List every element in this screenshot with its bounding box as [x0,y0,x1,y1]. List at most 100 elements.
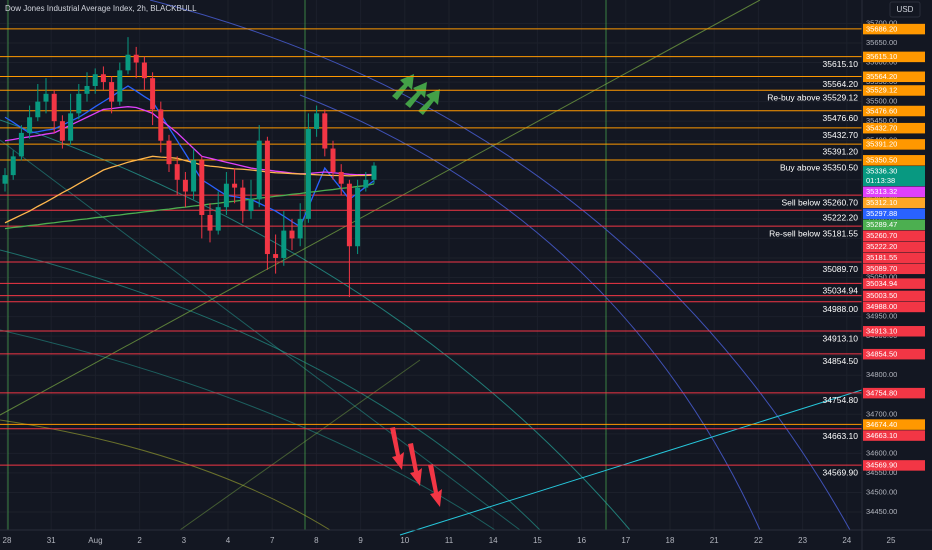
x-tick-label: 4 [226,536,231,545]
level-label: 34569.90 [823,467,859,477]
price-tag-label: 35297.88 [866,209,897,218]
candle-body [182,179,188,192]
arc [149,0,851,531]
candle-body [215,207,221,231]
candle-body [27,117,33,133]
price-tag [863,460,925,471]
candle-body [297,218,303,239]
candle-body [18,132,24,157]
candle-body [76,93,82,114]
level-label: Re-sell below 35181.55 [769,228,858,238]
price-tag-label: 35350.50 [866,156,897,165]
price-tag-label: 35615.10 [866,52,897,61]
price-tag-label: 34988.00 [866,302,897,311]
moving-average [4,85,375,228]
x-tick-label: 3 [182,536,187,545]
y-tick-label: 35700.00 [866,18,897,27]
arc [0,249,541,531]
trend-line [179,359,421,531]
price-tag [863,105,925,117]
candle-body [248,199,254,212]
level-label: 35391.20 [823,146,859,156]
candle-body [117,70,123,102]
price-tag-label: 35476.60 [866,106,897,115]
arrow [418,89,440,115]
price-tag [863,430,925,441]
price-tag [863,348,925,360]
level-label: 35089.70 [823,264,859,274]
candle-body [125,54,131,71]
candle-body [84,85,90,94]
candle-body [232,183,238,188]
x-tick-label: 8 [314,536,319,545]
candle-body [240,187,246,212]
x-tick-label: 17 [621,536,630,545]
price-tag [863,186,925,198]
price-tag [863,122,925,134]
x-tick-label: 11 [445,536,454,545]
level-label: Buy above 35350.50 [780,162,858,172]
price-tag [863,23,925,35]
price-tag-label: 35289.47 [866,220,897,229]
candle-body [314,113,320,129]
level-label: Sell below 35260.70 [781,197,858,207]
currency-box[interactable] [889,1,921,18]
price-tag [863,290,925,302]
price-tag [863,387,925,399]
price-tag-label: 35391.20 [866,140,897,149]
trend-line [0,0,761,416]
level-label: 34988.00 [823,304,859,314]
levels: 35615.10 35564.20 Re-buy above 35529.12 354… [0,28,862,477]
candle-body [355,187,361,247]
x-tick-label: 28 [3,536,12,545]
price-tag [863,197,925,209]
candle-body [330,148,336,172]
arrow [405,82,427,108]
price-tag [863,219,925,231]
x-tick-label: 14 [489,536,498,545]
candle-body [322,113,328,149]
price-tag [863,166,925,187]
currency: USD [897,5,914,14]
y-tick-label: 35650.00 [866,38,897,47]
countdown: 01:13:38 [866,176,895,185]
price-tag-label: 35181.55 [866,253,897,262]
x-tick-label: Aug [88,536,102,545]
y-tick-label: 34800.00 [866,370,897,379]
price-tag-label: 35313.32 [866,187,897,196]
candle-body [51,93,57,122]
price-tag [863,155,925,166]
candle-body [207,214,213,231]
candle-body [68,113,74,141]
y-tick-label: 34450.00 [866,507,897,516]
candle-body [166,140,172,165]
price-tag [863,252,925,264]
price-tag-label: 35034.94 [866,279,897,288]
arrow [390,427,404,470]
candle-body [158,109,164,141]
y-tick-label: 35500.00 [866,97,897,106]
price-tag-label: 35222.20 [866,242,897,251]
candle-body [35,101,41,118]
level-label: 34663.10 [823,431,859,441]
candle-body [273,254,279,258]
price-tag [863,51,925,63]
candle-body [191,160,197,192]
trend-line [399,377,901,536]
price-tag-label: 34674.40 [866,420,897,429]
candle-body [281,230,287,258]
price-tag [863,71,925,83]
candle-body [92,74,98,86]
up-arrows [392,74,440,115]
x-tick-label: 22 [754,536,763,545]
y-tick-label: 34700.00 [866,409,897,418]
down-arrows [390,427,442,507]
moving-average [4,183,375,230]
x-tick-label: 25 [887,536,896,545]
arrow [392,74,414,100]
x-tick-label: 9 [358,536,363,545]
price-tag [863,230,925,242]
